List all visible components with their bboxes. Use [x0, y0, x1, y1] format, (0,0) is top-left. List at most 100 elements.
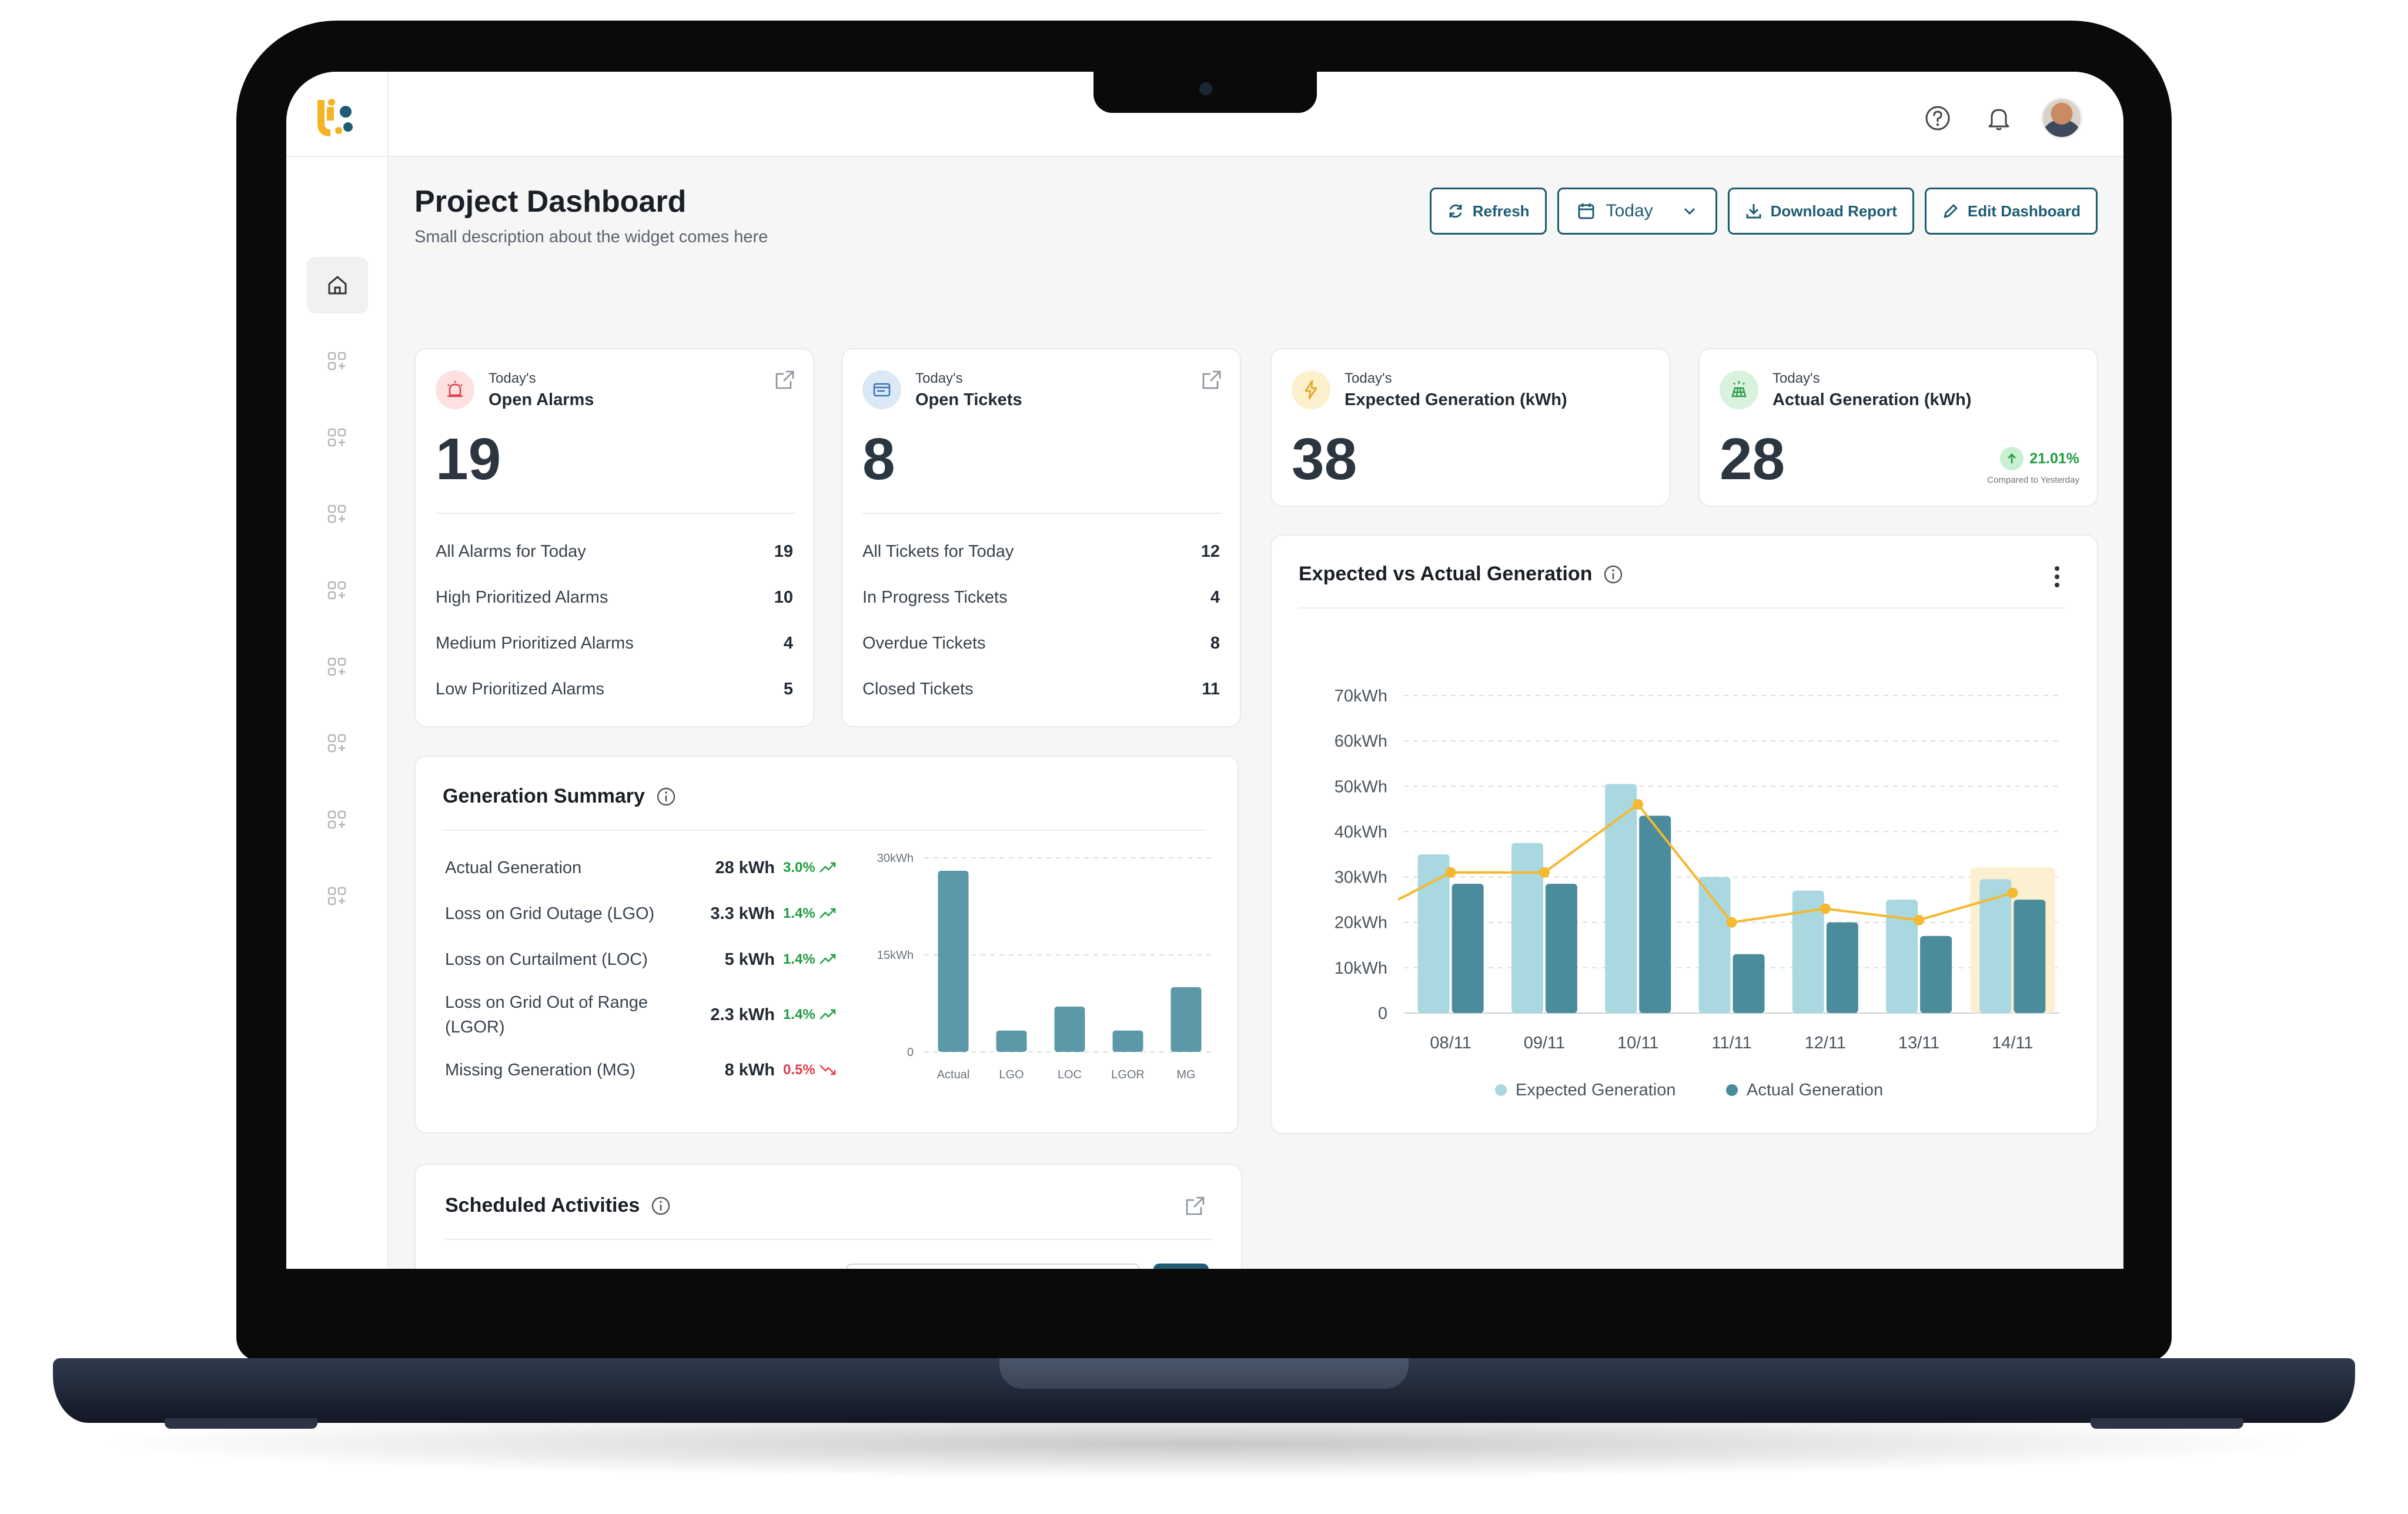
help-icon[interactable] [1919, 99, 1956, 137]
lightning-icon [1292, 370, 1330, 409]
x-tick-label: LOC [1058, 1068, 1082, 1081]
sidebar-item[interactable] [307, 486, 368, 543]
kpi-value: 8 [862, 426, 895, 492]
kpi-label: Actual Generation (kWh) [1772, 390, 1972, 409]
bar-actual [2014, 900, 2046, 1013]
ticket-icon [862, 370, 901, 409]
more-vertical-icon[interactable] [2052, 565, 2062, 589]
generation-summary-chart: 0 15kWh 30kWh Actual LGO LOC LGOR MG [877, 852, 1215, 1081]
trend-line [1397, 803, 2013, 924]
bell-icon[interactable] [1980, 99, 2018, 137]
grid-add-icon [327, 657, 346, 676]
y-tick-label: 60kWh [1335, 732, 1387, 751]
edit-dashboard-button[interactable]: Edit Dashboard [1924, 188, 2098, 235]
sidebar [286, 157, 387, 1269]
y-tick-label: 15kWh [877, 949, 914, 962]
home-icon [328, 276, 347, 295]
edit-dashboard-label: Edit Dashboard [1967, 202, 2081, 220]
logo-icon [317, 99, 353, 136]
sidebar-item[interactable] [307, 410, 368, 466]
legend-marker-expected [1495, 1084, 1507, 1096]
action-bar: Refresh Today Download Report Edit Dashb… [1429, 188, 2098, 235]
calendar-icon [1578, 203, 1594, 219]
search-input[interactable] [846, 1264, 1140, 1269]
list-item: Missing Generation (MG) 8 kWh 0.5% [445, 1047, 851, 1093]
x-tick-label: 08/11 [1430, 1034, 1471, 1052]
bar-actual [1826, 922, 1858, 1013]
generation-summary-list: Actual Generation 28 kWh 3.0% Loss on Grid… [445, 845, 851, 1093]
trend-point [1539, 867, 1550, 878]
trend-point [1820, 903, 1831, 914]
external-link-icon[interactable] [1182, 1193, 1208, 1219]
bar-actual [1639, 816, 1671, 1013]
alarms-breakdown: All Alarms for Today 19 High Prioritized … [436, 529, 793, 712]
x-tick-label: 14/11 [1992, 1034, 2033, 1052]
trend-point [1914, 914, 1925, 925]
laptop-foot [2091, 1418, 2243, 1429]
download-icon [1746, 204, 1761, 219]
refresh-label: Refresh [1472, 202, 1530, 220]
grid-add-icon [327, 887, 346, 905]
card-title: Expected vs Actual Generation [1299, 563, 1624, 586]
sidebar-item[interactable] [307, 563, 368, 619]
expected-vs-actual-card: Expected vs Actual Generation 0 10kWh 20kW… [1270, 534, 2098, 1134]
date-select[interactable]: Today [1557, 188, 1717, 235]
laptop-screen: Project Dashboard Small description abou… [286, 72, 2123, 1269]
kpi-label: Expected Generation (kWh) [1345, 390, 1567, 409]
legend-label-actual: Actual Generation [1747, 1081, 1883, 1099]
list-item: Closed Tickets 11 [862, 679, 1220, 698]
sidebar-item[interactable] [307, 868, 368, 925]
info-icon[interactable] [655, 786, 677, 807]
sidebar-item-home[interactable] [307, 257, 368, 313]
y-tick-label: 50kWh [1335, 777, 1387, 796]
y-tick-label: 0 [1378, 1004, 1387, 1023]
trend-caption: Compared to Yesterday [1987, 475, 2079, 485]
legend-label-expected: Expected Generation [1516, 1081, 1675, 1099]
grid-add-icon [327, 504, 346, 523]
bar-expected [1979, 879, 2012, 1013]
list-item: Actual Generation 28 kWh 3.0% [445, 845, 851, 891]
info-icon[interactable] [650, 1195, 671, 1216]
kpi-value: 19 [436, 426, 501, 492]
list-item: Loss on Grid Out of Range (LGOR) 2.3 kWh 1… [445, 982, 851, 1047]
external-link-icon[interactable] [772, 367, 798, 393]
sidebar-item[interactable] [307, 639, 368, 696]
x-tick-label: 12/11 [1805, 1034, 1846, 1052]
bar [1054, 1007, 1085, 1052]
grid-add-icon [327, 428, 346, 447]
laptop-base-notch [999, 1358, 1409, 1389]
x-tick-label: Actual [937, 1068, 970, 1081]
y-tick-label: 20kWh [1335, 914, 1387, 933]
sidebar-item[interactable] [307, 716, 368, 772]
search-button[interactable] [1153, 1264, 1209, 1269]
y-tick-label: 0 [907, 1046, 914, 1059]
card-title: Scheduled Activities [445, 1194, 671, 1217]
info-icon[interactable] [1603, 564, 1624, 585]
list-item: Overdue Tickets 8 [862, 633, 1220, 653]
kpi-prefix: Today's [1772, 370, 1820, 386]
list-item: Loss on Curtailment (LOC) 5 kWh 1.4% [445, 937, 851, 982]
bar [996, 1030, 1027, 1052]
divider [1299, 607, 2065, 609]
bar-actual [1452, 884, 1484, 1013]
tickets-breakdown: All Tickets for Today 12 In Progress Tick… [862, 529, 1220, 712]
laptop-foot [165, 1418, 317, 1429]
expected-vs-actual-chart: 0 10kWh 20kWh 30kWh 40kWh 50kWh 60kWh 70kWh 08/1… [1335, 687, 2059, 1099]
kpi-prefix: Today's [1345, 370, 1392, 386]
download-report-button[interactable]: Download Report [1727, 188, 1914, 235]
trend-up-icon [819, 954, 835, 964]
refresh-button[interactable]: Refresh [1429, 188, 1547, 235]
kpi-value: 28 [1720, 426, 1785, 492]
solar-panel-icon [1720, 370, 1758, 409]
avatar[interactable] [2041, 98, 2082, 139]
external-link-icon[interactable] [1199, 367, 1225, 393]
open-alarms-card: Today's Open Alarms 19 All Alarms for To… [414, 348, 814, 727]
bar [938, 871, 969, 1052]
bar [1112, 1030, 1143, 1052]
sidebar-item[interactable] [307, 333, 368, 390]
edit-icon [1944, 204, 1958, 218]
sidebar-item[interactable] [307, 792, 368, 848]
date-select-value: Today [1606, 201, 1653, 220]
y-tick-label: 30kWh [1335, 868, 1387, 887]
sidebar-divider [387, 72, 389, 1269]
